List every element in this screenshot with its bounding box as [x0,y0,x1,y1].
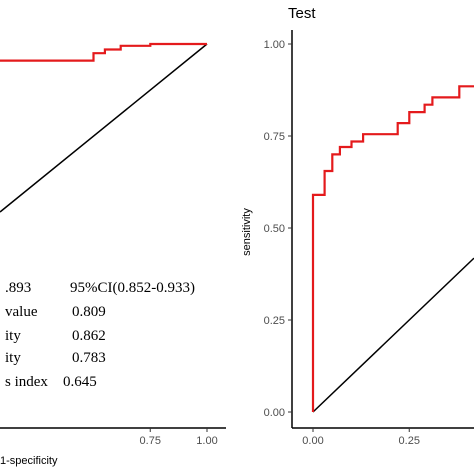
right-roc-curve [311,85,474,412]
left-x-tick-label: 0.75 [140,435,161,447]
left-stat-label: .893 [5,280,31,296]
right-x-tick-label: 0.00 [302,435,323,447]
left-stat-ci: 95%CI(0.852-0.933) [70,280,195,296]
right-roc-panel: Test 0.00 0.25 0.50 0.75 1.00 0.00 0.25 sensi… [241,5,474,447]
right-reference-diagonal [312,257,474,413]
left-stat-value: 0.645 [63,374,97,390]
right-y-tick-label: 0.50 [264,223,285,235]
left-x-ticks: 0.75 1.00 [140,428,218,447]
right-chart-title: Test [288,5,316,22]
left-roc-panel: 0.75 1.00 1-specificity .893 95%CI(0.852-0… [0,42,226,467]
right-y-tick-label: 0.25 [264,315,285,327]
left-reference-diagonal [0,43,208,213]
left-stat-label: ity [5,350,21,366]
left-stats-annotation: .893 95%CI(0.852-0.933) value 0.809 ity 0.862… [5,280,195,390]
left-stat-label: value [5,304,38,320]
left-stat-label: ity [5,328,21,344]
left-x-axis-label: 1-specificity [0,455,58,467]
left-stat-value: 0.809 [72,304,106,320]
right-y-tick-label: 0.00 [264,407,285,419]
left-stat-label: s index [5,374,48,390]
right-y-ticks: 0.00 0.25 0.50 0.75 1.00 [264,39,292,419]
left-stat-value: 0.862 [72,328,106,344]
right-x-tick-label: 0.25 [399,435,420,447]
left-roc-curve [0,42,207,62]
left-stat-value: 0.783 [72,350,106,366]
left-x-tick-label: 1.00 [196,435,217,447]
right-y-tick-label: 1.00 [264,39,285,51]
right-x-ticks: 0.00 0.25 [302,428,420,447]
right-y-axis-label: sensitivity [241,208,253,256]
right-y-tick-label: 0.75 [264,131,285,143]
